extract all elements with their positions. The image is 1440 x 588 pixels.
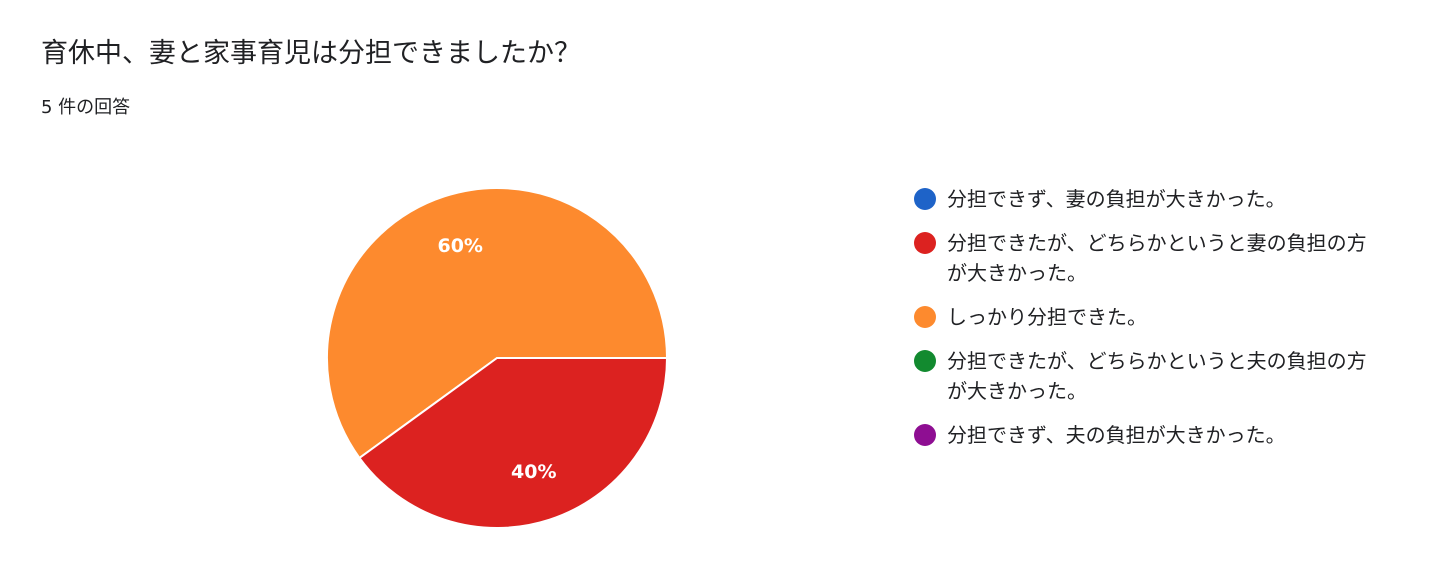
legend-swatch <box>914 188 936 210</box>
legend-item-4[interactable]: 分担できず、夫の負担が大きかった。 <box>914 420 1374 450</box>
legend-swatch <box>914 350 936 372</box>
legend-swatch <box>914 306 936 328</box>
chart-title: 育休中、妻と家事育児は分担できましたか？ <box>41 38 581 69</box>
legend-item-2[interactable]: しっかり分担できた。 <box>914 302 1374 332</box>
pie-slice-label-1: 40% <box>511 461 556 483</box>
legend-item-1[interactable]: 分担できたが、どちらかというと妻の負担の方が大きかった。 <box>914 228 1374 288</box>
legend-label: しっかり分担できた。 <box>947 305 1147 329</box>
pie-slices <box>326 187 669 529</box>
pie-labels: 60% 40% <box>437 235 556 483</box>
pie-slice-1[interactable] <box>358 357 669 529</box>
legend-label: 分担できず、夫の負担が大きかった。 <box>947 423 1286 447</box>
legend-swatch <box>914 232 936 254</box>
legend-label: 分担できず、妻の負担が大きかった。 <box>947 187 1286 211</box>
legend-label: 分担できたが、どちらかというと妻の負担の方が大きかった。 <box>947 231 1367 285</box>
legend-swatch <box>914 424 936 446</box>
response-count: 5 件の回答 <box>41 97 131 118</box>
legend-label: 分担できたが、どちらかというと夫の負担の方が大きかった。 <box>947 349 1367 403</box>
legend-item-3[interactable]: 分担できたが、どちらかというと夫の負担の方が大きかった。 <box>914 346 1374 406</box>
legend-item-0[interactable]: 分担できず、妻の負担が大きかった。 <box>914 184 1374 214</box>
pie-slice-2[interactable] <box>326 187 669 460</box>
legend: 分担できず、妻の負担が大きかった。分担できたが、どちらかというと妻の負担の方が大… <box>914 184 1374 464</box>
pie-slice-label-2: 60% <box>437 235 482 257</box>
